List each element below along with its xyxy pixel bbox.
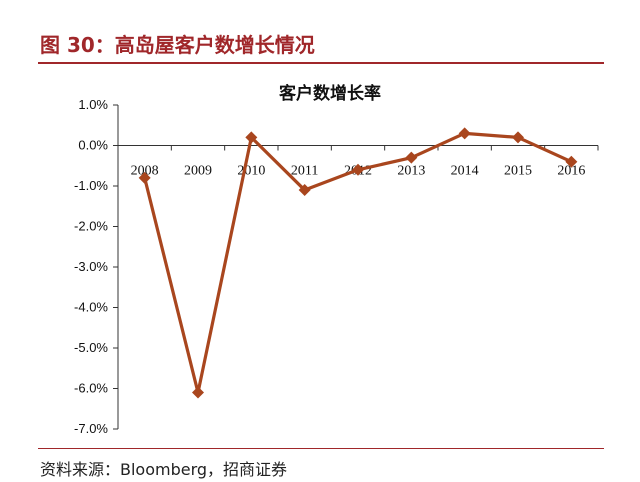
figure-title: 图 30：高岛屋客户数增长情况 xyxy=(40,33,315,57)
data-point xyxy=(138,171,151,184)
x-tick-label: 2010 xyxy=(237,164,265,179)
x-tick-label: 2011 xyxy=(291,164,318,179)
x-tick-label: 2015 xyxy=(504,164,532,179)
x-tick-label: 2013 xyxy=(397,164,425,179)
data-point xyxy=(565,155,578,168)
y-tick-label: -5.0% xyxy=(74,340,108,355)
chart-title: 客户数增长率 xyxy=(278,83,381,104)
y-tick-label: -6.0% xyxy=(74,381,108,396)
data-point xyxy=(352,163,364,176)
data-point xyxy=(405,151,418,164)
x-tick-label: 2014 xyxy=(451,164,479,179)
x-tick-label: 2016 xyxy=(557,164,585,179)
source-rule xyxy=(38,448,604,449)
y-tick-label: -1.0% xyxy=(74,178,108,193)
y-tick-label: 1.0% xyxy=(78,97,108,112)
x-tick-label: 2008 xyxy=(131,164,159,179)
y-tick-label: -4.0% xyxy=(74,300,108,315)
data-point xyxy=(245,131,258,144)
data-point xyxy=(458,127,471,140)
y-tick-label: -3.0% xyxy=(74,259,108,274)
source-note: 资料来源：Bloomberg，招商证券 xyxy=(40,460,288,479)
title-rule xyxy=(38,62,604,64)
data-point xyxy=(192,386,204,399)
y-tick-label: -2.0% xyxy=(74,219,108,234)
series-group xyxy=(138,127,578,399)
y-axis: 1.0% 0.0% -1.0% -2.0% -3.0% -4.0% -5.0% -6.0% -7… xyxy=(74,97,119,436)
data-point xyxy=(512,131,524,144)
y-tick-label: -7.0% xyxy=(74,421,108,436)
x-tick-label: 2009 xyxy=(184,164,212,179)
y-tick-label: 0.0% xyxy=(78,138,108,153)
data-point xyxy=(298,184,311,197)
